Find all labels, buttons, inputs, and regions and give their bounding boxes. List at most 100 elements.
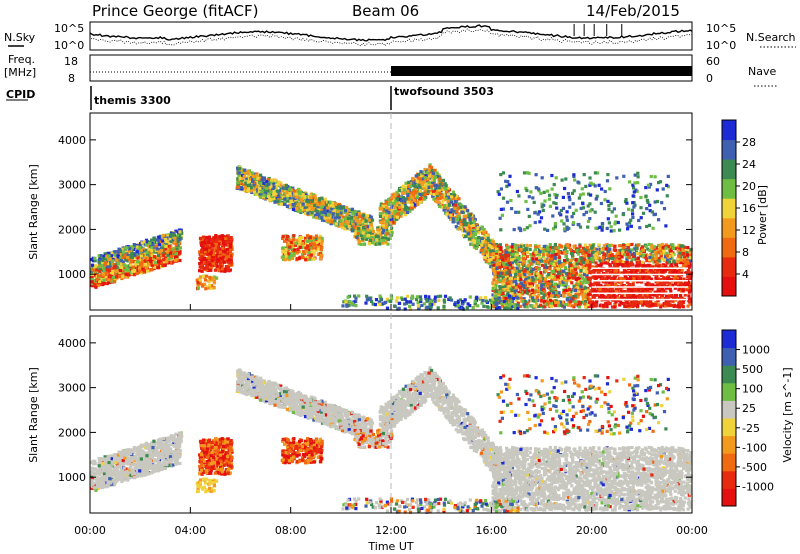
power-cell <box>348 225 351 228</box>
power-cell <box>201 270 204 273</box>
power-cell <box>686 246 689 249</box>
power-cell <box>106 268 109 271</box>
power-cell <box>273 190 276 193</box>
power-cell <box>98 270 101 273</box>
power-cell <box>436 172 439 175</box>
power-cell <box>273 201 276 204</box>
power-cell <box>454 204 457 207</box>
power-cell <box>152 237 155 240</box>
power-cell <box>318 239 321 242</box>
power-cell <box>101 259 104 262</box>
power-cell <box>240 186 243 189</box>
power-cell <box>211 248 214 251</box>
power-cell <box>406 201 409 204</box>
power-cell <box>107 258 110 261</box>
power-cell <box>256 177 259 180</box>
power-cell <box>454 200 457 203</box>
power-cell <box>400 199 403 202</box>
power-cell <box>419 189 422 192</box>
power-cell <box>438 186 441 189</box>
power-cell <box>175 247 178 250</box>
power-cell <box>554 243 557 246</box>
power-cell <box>406 211 409 214</box>
power-cell <box>205 275 208 278</box>
power-cell <box>229 246 232 249</box>
power-cell <box>91 258 94 261</box>
power-cell <box>319 257 322 260</box>
power-cell <box>362 214 365 217</box>
power-cell <box>292 252 295 255</box>
power-cell <box>203 248 206 251</box>
power-cell <box>487 239 490 242</box>
power-cell <box>459 223 462 226</box>
power-cell <box>351 208 354 211</box>
power-cell <box>145 244 148 247</box>
power-cell <box>267 183 270 186</box>
power-cell <box>310 211 313 214</box>
power-cell <box>407 207 410 210</box>
power-cell <box>258 187 261 190</box>
power-cell <box>345 213 348 216</box>
power-cell <box>118 275 121 278</box>
power-cell <box>265 187 268 190</box>
power-cell <box>162 254 165 257</box>
power-cell <box>315 216 318 219</box>
power-cell <box>326 206 329 209</box>
power-cell <box>306 212 309 215</box>
power-cell <box>136 272 139 275</box>
power-cell <box>440 196 443 199</box>
power-cell <box>98 261 101 264</box>
power-cell <box>394 205 397 208</box>
power-cell <box>252 175 255 178</box>
power-cell <box>416 180 419 183</box>
power-cell <box>216 264 219 267</box>
power-cell <box>347 209 350 212</box>
power-cell <box>292 238 295 241</box>
power-cell <box>473 220 476 223</box>
power-cell <box>321 237 324 240</box>
power-cell <box>443 204 446 207</box>
power-cell <box>130 256 133 259</box>
power-cell <box>334 203 337 206</box>
power-cell <box>199 237 202 240</box>
power-cell <box>112 276 115 279</box>
power-cell <box>263 178 266 181</box>
power-cell <box>358 212 361 215</box>
power-cell <box>463 205 466 208</box>
power-cell <box>249 184 252 187</box>
freq-traces <box>90 66 692 76</box>
power-cell <box>392 202 395 205</box>
power-cell <box>158 243 161 246</box>
power-cell <box>141 241 144 244</box>
power-cell <box>149 257 152 260</box>
station-title: Prince George (fitACF) <box>92 2 258 20</box>
power-cell <box>357 227 360 230</box>
power-cell <box>415 174 418 177</box>
date-title: 14/Feb/2015 <box>586 2 680 20</box>
power-cell <box>419 201 422 204</box>
power-cell <box>367 234 370 237</box>
power-cell <box>432 172 435 175</box>
power-cell <box>433 179 436 182</box>
power-cell <box>144 263 147 266</box>
power-cell <box>205 266 208 269</box>
power-cell <box>441 199 444 202</box>
power-cell <box>358 215 361 218</box>
power-cell <box>456 218 459 221</box>
power-cell <box>317 248 320 251</box>
power-cell <box>366 214 369 217</box>
power-cell <box>566 258 569 261</box>
nsky-trace <box>90 25 692 41</box>
power-cell <box>311 250 314 253</box>
power-cell <box>468 214 471 217</box>
power-cell <box>217 259 220 262</box>
power-cell <box>107 254 110 257</box>
power-cell <box>150 249 153 252</box>
power-cell <box>114 250 117 253</box>
power-cell <box>293 190 296 193</box>
power-cell <box>133 254 136 257</box>
power-cell <box>335 222 338 225</box>
power-cell <box>416 196 419 199</box>
power-cell <box>292 203 295 206</box>
power-cell <box>327 213 330 216</box>
